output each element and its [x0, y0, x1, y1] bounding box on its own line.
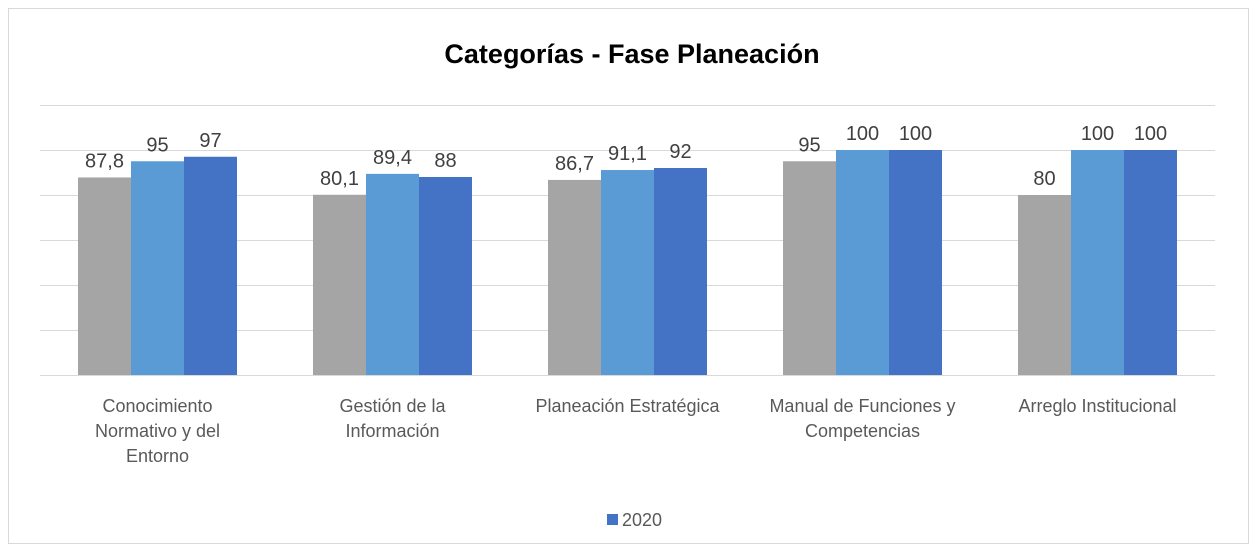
- data-label: 100: [1081, 123, 1114, 145]
- data-label: 100: [846, 123, 879, 145]
- legend-swatch: [607, 514, 618, 525]
- x-tick-label: Arreglo Institucional: [1018, 396, 1177, 416]
- bar: [836, 150, 889, 375]
- data-label: 95: [146, 134, 168, 156]
- bar: [889, 150, 942, 375]
- data-label: 92: [669, 141, 691, 163]
- x-tick-label: Gestión de la Información: [339, 396, 446, 441]
- bar: [131, 161, 184, 375]
- bar: [1071, 150, 1124, 375]
- data-label: 89,4: [373, 147, 412, 169]
- bar: [184, 156, 237, 375]
- bar: [1018, 195, 1071, 375]
- x-tick-label: Planeación Estratégica: [535, 396, 720, 416]
- data-label: 80,1: [320, 168, 359, 190]
- data-label: 80: [1033, 168, 1055, 190]
- x-tick-label: Conocimiento Normativo y del Entorno: [94, 396, 221, 466]
- bar: [366, 173, 419, 375]
- bar: [783, 161, 836, 375]
- data-label: 97: [199, 130, 221, 152]
- legend-label: 2020: [622, 510, 662, 530]
- bar: [654, 168, 707, 375]
- bar: [601, 170, 654, 375]
- data-label: 95: [798, 134, 820, 156]
- bar: [1124, 150, 1177, 375]
- bar: [548, 179, 601, 375]
- data-label: 100: [1134, 123, 1167, 145]
- x-tick-label: Manual de Funciones y Competencias: [769, 396, 956, 441]
- data-label: 91,1: [608, 143, 647, 165]
- bar: [313, 194, 366, 375]
- data-label: 88: [434, 150, 456, 172]
- data-label: 87,8: [85, 150, 124, 172]
- bar: [419, 177, 472, 375]
- chart-title: Categorías - Fase Planeación: [444, 39, 819, 69]
- data-label: 100: [899, 123, 932, 145]
- data-label: 86,7: [555, 153, 594, 175]
- bar: [78, 177, 131, 375]
